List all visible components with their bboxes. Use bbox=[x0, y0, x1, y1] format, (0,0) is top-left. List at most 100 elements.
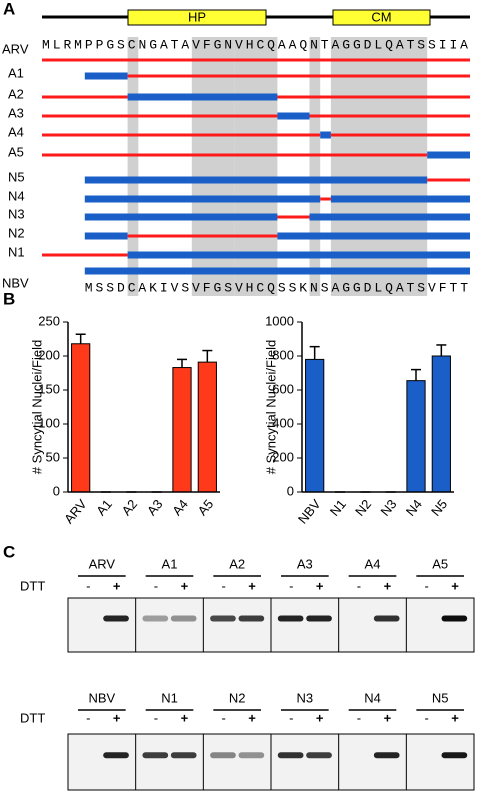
lane-label: A5 bbox=[432, 556, 448, 571]
row-label: A5 bbox=[8, 144, 24, 159]
domain-label: CM bbox=[371, 9, 391, 24]
y-axis-label: # Syncytial Nuclei/Field bbox=[29, 340, 44, 474]
plus-label: + bbox=[451, 578, 459, 593]
minus-label: - bbox=[154, 710, 158, 725]
y-tick-label: 0 bbox=[287, 483, 294, 498]
plus-label: + bbox=[113, 710, 121, 725]
x-tick-label: N4 bbox=[403, 496, 425, 518]
x-tick-label: N2 bbox=[352, 496, 374, 518]
y-tick-label: 1000 bbox=[265, 313, 294, 328]
lane-label: N4 bbox=[364, 690, 381, 705]
y-tick-label: 600 bbox=[272, 381, 294, 396]
gel-band bbox=[277, 615, 304, 622]
y-tick-label: 0 bbox=[53, 483, 60, 498]
gel-band bbox=[142, 752, 169, 759]
gel-band bbox=[103, 615, 129, 622]
lane-label: NBV bbox=[88, 690, 115, 705]
x-tick-label: A2 bbox=[119, 496, 141, 518]
minus-label: - bbox=[86, 578, 90, 593]
row-label: A3 bbox=[8, 105, 24, 120]
gel-band bbox=[170, 752, 197, 759]
x-tick-label: NBV bbox=[295, 496, 324, 526]
gel-band bbox=[238, 615, 265, 622]
minus-label: - bbox=[289, 710, 293, 725]
gel-band bbox=[306, 752, 332, 759]
y-tick-label: 200 bbox=[272, 449, 294, 464]
gel-band bbox=[210, 615, 236, 622]
lane-label: N3 bbox=[297, 690, 314, 705]
minus-label: - bbox=[154, 578, 158, 593]
panel-letter: A bbox=[3, 0, 15, 18]
row-label: ARV bbox=[2, 41, 29, 56]
bar bbox=[197, 361, 217, 493]
row-label: NBV bbox=[2, 275, 29, 290]
x-tick-label: A3 bbox=[144, 496, 166, 518]
minus-label: - bbox=[86, 710, 90, 725]
conserved-column bbox=[309, 37, 321, 296]
lane-label: ARV bbox=[89, 556, 116, 571]
y-tick-label: 50 bbox=[46, 449, 60, 464]
gel-band bbox=[373, 615, 400, 622]
lane-label: A2 bbox=[229, 556, 245, 571]
lane-label: N5 bbox=[432, 690, 449, 705]
x-tick-label: N3 bbox=[377, 496, 399, 518]
lane-label: A4 bbox=[365, 556, 381, 571]
panel-letter: B bbox=[3, 289, 15, 308]
x-tick-label: A4 bbox=[169, 496, 191, 518]
y-tick-label: 800 bbox=[272, 347, 294, 362]
minus-label: - bbox=[357, 578, 361, 593]
y-tick-label: 200 bbox=[38, 347, 60, 362]
row-label: N5 bbox=[8, 169, 25, 184]
plus-label: + bbox=[316, 710, 324, 725]
plus-label: + bbox=[181, 578, 189, 593]
gel-band bbox=[277, 752, 304, 759]
gel-band bbox=[238, 752, 265, 759]
treatment-label: DTT bbox=[20, 710, 45, 725]
plus-label: + bbox=[384, 710, 392, 725]
lane-label: A1 bbox=[162, 556, 178, 571]
minus-label: - bbox=[424, 710, 428, 725]
gel-band bbox=[306, 615, 332, 622]
y-tick-label: 100 bbox=[38, 415, 60, 430]
domain-box bbox=[127, 9, 267, 26]
panel-letter: C bbox=[3, 542, 15, 561]
gel-band bbox=[170, 615, 197, 622]
row-label: N1 bbox=[8, 244, 25, 259]
y-tick-label: 400 bbox=[272, 415, 294, 430]
y-tick-label: 250 bbox=[38, 313, 60, 328]
bar bbox=[431, 355, 451, 493]
x-tick-label: ARV bbox=[61, 496, 90, 526]
minus-label: - bbox=[424, 578, 428, 593]
row-label: N2 bbox=[8, 225, 25, 240]
plus-label: + bbox=[451, 710, 459, 725]
row-label: A1 bbox=[8, 65, 24, 80]
x-tick-label: N5 bbox=[428, 496, 450, 518]
row-label: A2 bbox=[8, 86, 24, 101]
x-tick-label: N1 bbox=[327, 496, 349, 518]
minus-label: - bbox=[357, 710, 361, 725]
minus-label: - bbox=[289, 578, 293, 593]
gel-band bbox=[210, 752, 236, 759]
row-label: A4 bbox=[8, 124, 24, 139]
bar bbox=[71, 343, 91, 493]
row-label: N4 bbox=[8, 188, 25, 203]
gel-band bbox=[441, 752, 468, 759]
minus-label: - bbox=[221, 578, 225, 593]
gel-band bbox=[373, 752, 400, 759]
plus-label: + bbox=[248, 578, 256, 593]
lane-label: N2 bbox=[229, 690, 246, 705]
domain-box bbox=[332, 9, 431, 26]
plus-label: + bbox=[384, 578, 392, 593]
treatment-label: DTT bbox=[20, 578, 45, 593]
conserved-column bbox=[127, 37, 139, 296]
y-axis-label: # Syncytial Nuclei/Field bbox=[263, 340, 278, 474]
plus-label: + bbox=[181, 710, 189, 725]
x-tick-label: A5 bbox=[195, 496, 217, 518]
y-tick-label: 150 bbox=[38, 381, 60, 396]
gel-band bbox=[441, 615, 468, 622]
lane-label: A3 bbox=[297, 556, 313, 571]
bar bbox=[172, 367, 192, 493]
domain-label: HP bbox=[188, 9, 206, 24]
